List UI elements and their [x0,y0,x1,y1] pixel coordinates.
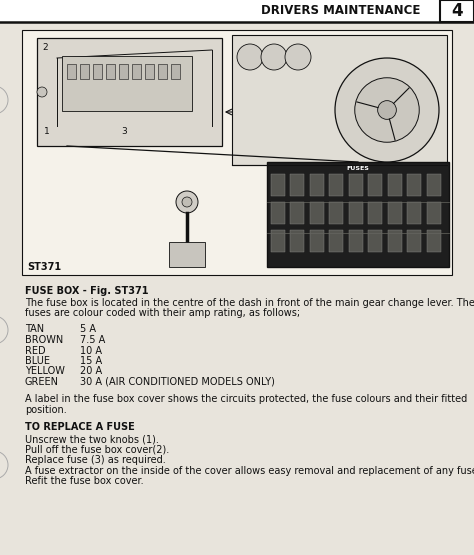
Text: 2: 2 [42,43,48,53]
Bar [408,174,421,196]
Circle shape [37,87,47,97]
Bar [106,64,115,79]
Bar [440,0,474,22]
Bar [349,174,363,196]
Circle shape [261,44,287,70]
Text: 10 A: 10 A [80,346,102,356]
Bar [388,230,402,252]
Bar [37,38,222,146]
Text: 1: 1 [44,128,50,137]
Text: The fuse box is located in the centre of the dash in front of the main gear chan: The fuse box is located in the centre of… [25,297,474,307]
Bar [171,64,180,79]
Circle shape [237,44,263,70]
Bar [267,162,449,267]
Bar [368,230,383,252]
Circle shape [355,78,419,142]
Bar [310,202,324,224]
Bar [329,230,344,252]
Text: 15 A: 15 A [80,356,102,366]
Bar [408,202,421,224]
Bar [368,202,383,224]
Bar [368,174,383,196]
Text: BLUE: BLUE [25,356,50,366]
Bar [67,64,76,79]
Text: 30 A (AIR CONDITIONED MODELS ONLY): 30 A (AIR CONDITIONED MODELS ONLY) [80,377,275,387]
Bar [232,35,447,165]
Bar [271,202,285,224]
Bar [145,64,154,79]
Text: TO REPLACE A FUSE: TO REPLACE A FUSE [25,422,135,432]
Bar [427,230,441,252]
Bar [80,64,89,79]
Bar [132,64,141,79]
Text: ST371: ST371 [27,262,61,272]
Bar [388,202,402,224]
Circle shape [182,197,192,207]
Text: Replace fuse (3) as required.: Replace fuse (3) as required. [25,455,166,465]
Text: position.: position. [25,405,67,415]
Bar [271,230,285,252]
Text: GREEN: GREEN [25,377,59,387]
Text: Refit the fuse box cover.: Refit the fuse box cover. [25,476,144,486]
Text: 7.5 A: 7.5 A [80,335,105,345]
Bar [329,174,344,196]
Bar [427,202,441,224]
Bar [291,174,304,196]
Bar [427,174,441,196]
Bar [62,56,192,111]
Bar [408,230,421,252]
Text: YELLOW: YELLOW [25,366,65,376]
Text: fuses are colour coded with their amp rating, as follows;: fuses are colour coded with their amp ra… [25,308,300,318]
Bar [349,202,363,224]
Circle shape [0,86,8,114]
Bar [0,0,474,22]
Bar [158,64,167,79]
Text: 20 A: 20 A [80,366,102,376]
Bar [119,64,128,79]
Text: FUSE BOX - Fig. ST371: FUSE BOX - Fig. ST371 [25,286,148,296]
Bar [22,30,452,275]
Text: TAN: TAN [25,325,44,335]
Bar [291,230,304,252]
Text: 5 A: 5 A [80,325,96,335]
Circle shape [176,191,198,213]
Bar [310,230,324,252]
Bar [388,174,402,196]
Bar [271,174,285,196]
Bar [291,202,304,224]
Text: RED: RED [25,346,46,356]
Text: FUSES: FUSES [346,166,369,171]
Circle shape [335,58,439,162]
Bar [329,202,344,224]
Text: 4: 4 [451,2,463,20]
Text: A fuse extractor on the inside of the cover allows easy removal and replacement : A fuse extractor on the inside of the co… [25,466,474,476]
Circle shape [378,100,396,119]
Circle shape [285,44,311,70]
Circle shape [0,316,8,344]
Bar [93,64,102,79]
Text: BROWN: BROWN [25,335,63,345]
Text: A label in the fuse box cover shows the circuits protected, the fuse colours and: A label in the fuse box cover shows the … [25,395,467,405]
Text: Pull off the fuse box cover(2).: Pull off the fuse box cover(2). [25,445,169,455]
Text: DRIVERS MAINTENANCE: DRIVERS MAINTENANCE [261,4,420,18]
Text: 3: 3 [121,128,127,137]
Circle shape [0,451,8,479]
Bar [310,174,324,196]
Text: Unscrew the two knobs (1).: Unscrew the two knobs (1). [25,434,159,444]
Bar [169,242,205,267]
Bar [349,230,363,252]
